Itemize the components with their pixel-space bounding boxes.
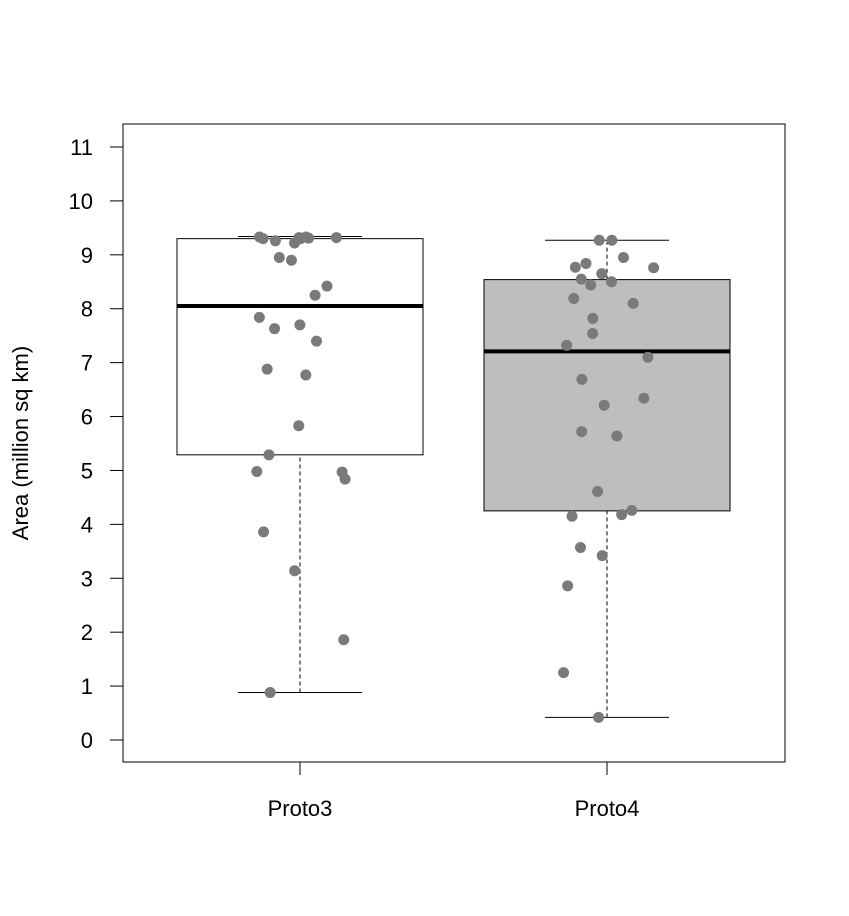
- data-point: [261, 363, 273, 375]
- box-iqr: [483, 279, 731, 512]
- box-iqr: [176, 238, 424, 456]
- y-tick-label: 4: [81, 512, 93, 537]
- data-point: [339, 473, 351, 485]
- data-point: [303, 232, 315, 244]
- y-tick-label: 0: [81, 728, 93, 753]
- y-tick-label: 9: [81, 243, 93, 268]
- data-point: [592, 485, 604, 497]
- box-proto3: [176, 235, 424, 694]
- y-axis-title: Area (million sq km): [8, 346, 33, 540]
- data-point: [576, 426, 588, 438]
- y-tick-label: 5: [81, 458, 93, 483]
- data-point: [311, 335, 323, 347]
- data-point: [598, 399, 610, 411]
- data-point: [321, 280, 333, 292]
- data-point: [606, 276, 618, 288]
- data-point: [574, 542, 586, 554]
- y-tick-label: 7: [81, 351, 93, 376]
- data-point: [587, 328, 599, 340]
- data-point: [263, 449, 275, 461]
- box-proto4: [483, 239, 731, 718]
- y-axis: 0 1 2 3 4 5 6 7 8 9 10 11: [69, 135, 123, 753]
- data-point: [569, 261, 581, 273]
- data-point: [611, 430, 623, 442]
- x-tick-label: Proto4: [575, 796, 640, 821]
- data-point: [587, 312, 599, 324]
- data-point: [627, 297, 639, 309]
- data-point: [330, 232, 342, 244]
- data-point: [558, 667, 570, 679]
- data-point: [580, 257, 592, 269]
- data-point: [295, 233, 307, 245]
- plot-frame: [122, 123, 786, 763]
- data-point: [596, 268, 608, 280]
- boxes: [176, 235, 731, 718]
- data-point: [561, 339, 573, 351]
- data-point: [264, 687, 276, 699]
- data-point: [626, 504, 638, 516]
- data-point: [562, 580, 574, 592]
- data-point: [566, 510, 578, 522]
- data-point: [616, 509, 628, 521]
- data-point: [593, 234, 605, 246]
- data-point: [596, 550, 608, 562]
- data-points: [251, 231, 660, 723]
- data-point: [568, 292, 580, 304]
- data-point: [269, 323, 281, 335]
- y-tick-label: 2: [81, 620, 93, 645]
- data-point: [638, 392, 650, 404]
- data-point: [289, 565, 301, 577]
- data-point: [642, 351, 654, 363]
- data-point: [575, 273, 587, 285]
- y-tick-label: 6: [81, 405, 93, 430]
- data-point: [258, 526, 270, 538]
- data-point: [300, 369, 312, 381]
- data-point: [254, 231, 266, 243]
- data-point: [293, 420, 305, 432]
- data-point: [285, 254, 297, 266]
- data-point: [338, 634, 350, 646]
- data-point: [648, 262, 660, 274]
- data-point: [593, 711, 605, 723]
- x-tick-label: Proto3: [268, 796, 333, 821]
- data-point: [309, 289, 321, 301]
- y-tick-label: 8: [81, 297, 93, 322]
- data-point: [617, 252, 629, 264]
- y-tick-label: 10: [69, 189, 93, 214]
- x-axis: Proto3 Proto4: [268, 762, 640, 821]
- data-point: [294, 319, 306, 331]
- data-point: [269, 235, 281, 247]
- y-tick-label: 3: [81, 566, 93, 591]
- data-point: [253, 311, 265, 323]
- data-point: [251, 466, 263, 478]
- data-point: [585, 279, 597, 291]
- data-point: [273, 252, 285, 264]
- data-point: [606, 234, 618, 246]
- y-tick-label: 11: [70, 135, 93, 160]
- data-point: [576, 373, 588, 385]
- y-tick-label: 1: [81, 674, 93, 699]
